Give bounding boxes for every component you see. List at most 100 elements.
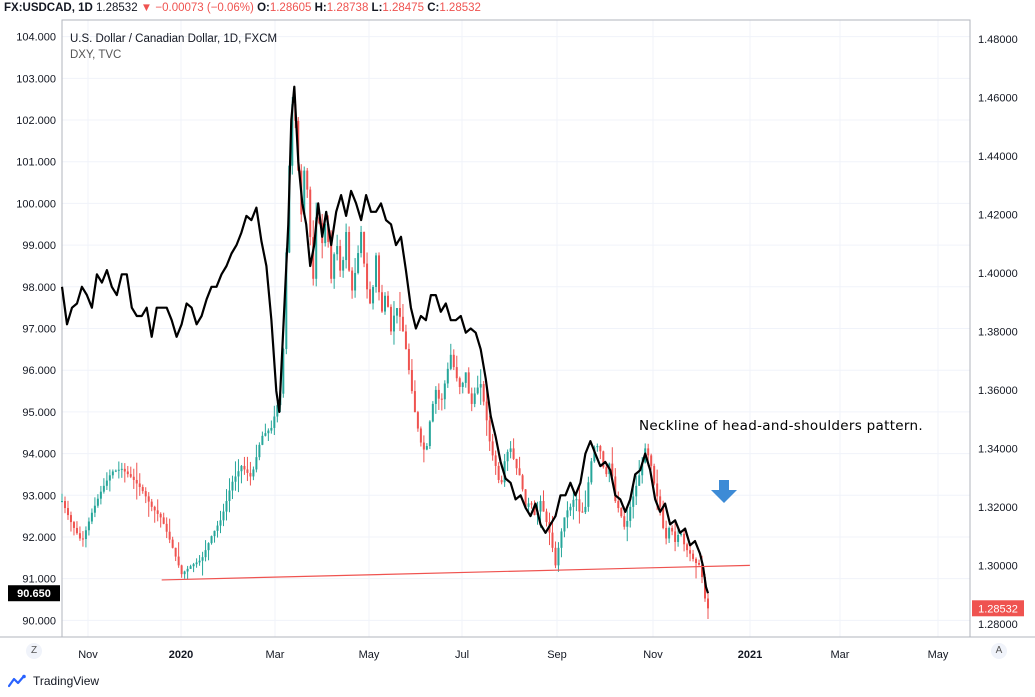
candle-body — [219, 520, 222, 526]
candle-body — [560, 531, 563, 548]
left-axis-tick-label: 98.000 — [22, 282, 56, 294]
candle-body — [419, 428, 422, 443]
down-arrow-icon[interactable] — [711, 480, 737, 503]
dxy-last-value-box — [8, 585, 60, 602]
candle-body — [87, 521, 90, 531]
candle-body — [285, 252, 288, 349]
candle-body — [386, 295, 389, 307]
time-axis-tick-label: Jul — [455, 649, 469, 661]
candle-body — [108, 475, 111, 481]
candle-body — [578, 499, 581, 512]
dxy-last-value-label: 90.650 — [8, 585, 60, 602]
candle-body — [192, 564, 195, 567]
candle-body — [707, 598, 709, 609]
candle-body — [605, 467, 608, 475]
time-axis-tick-label: May — [359, 649, 380, 661]
left-axis-tick-label: 102.000 — [16, 115, 56, 127]
right-axis-tick-label: 1.42000 — [978, 209, 1018, 221]
candle-body — [354, 272, 357, 291]
candle-body — [584, 506, 587, 513]
time-axis-tick-label: May — [928, 649, 949, 661]
candle-body — [141, 486, 144, 492]
candle-body — [638, 475, 641, 486]
candle-body — [590, 461, 593, 483]
neckline-trendline[interactable] — [161, 564, 750, 581]
candle-body — [66, 508, 69, 516]
candle-body — [384, 295, 386, 312]
candle-body — [75, 527, 78, 534]
left-axis-tick-label: 104.000 — [16, 32, 56, 44]
usdcad-last-value-label: 1.28532 — [972, 600, 1024, 617]
candle-body — [117, 469, 120, 471]
candle-body — [264, 433, 267, 436]
candle-body — [455, 367, 458, 379]
candle-body — [231, 481, 234, 491]
candle-body — [554, 547, 557, 566]
symbol-header: FX:USDCAD, 1D 1.28532 ▼ −0.00073 (−0.06%… — [4, 2, 481, 14]
candle-body — [345, 232, 348, 261]
right-axis-tick-label: 1.36000 — [978, 385, 1018, 397]
candle-body — [138, 483, 141, 487]
low-value: 1.28475 — [382, 2, 424, 14]
candle-body — [539, 501, 542, 512]
candle-body — [620, 508, 623, 517]
candle-body — [389, 306, 392, 332]
right-axis-tick-label: 1.46000 — [978, 92, 1018, 104]
right-axis-tick-label: 1.34000 — [978, 443, 1018, 455]
candle-body — [61, 501, 63, 503]
overlay-series-legend[interactable]: DXY, TVC — [70, 49, 122, 61]
close-label: C: — [427, 2, 440, 14]
candle-body — [129, 474, 132, 477]
neckline-annotation[interactable]: Neckline of head-and-shoulders pattern. — [639, 418, 923, 434]
candle-body — [683, 533, 686, 545]
candle-body — [180, 565, 183, 575]
candle-body — [428, 421, 431, 447]
candle-body — [497, 465, 500, 480]
candle-body — [533, 504, 536, 516]
candle-body — [150, 501, 153, 507]
scale-mode-button-left[interactable]: Z — [26, 643, 42, 659]
candle-body — [653, 465, 656, 484]
candle-body — [449, 354, 452, 369]
right-price-axis[interactable]: 1.48000 1.46000 1.44000 1.42000 1.40000 1.380… — [978, 34, 1018, 631]
auto-scale-button[interactable]: A — [991, 643, 1007, 659]
candle-body — [656, 483, 659, 497]
candle-body — [425, 446, 428, 450]
candle-body — [581, 511, 584, 513]
candle-body — [378, 255, 381, 293]
candle-body — [84, 530, 87, 540]
candle-body — [207, 543, 210, 551]
candle-body — [168, 531, 171, 540]
candle-body — [626, 520, 629, 527]
candle-body — [407, 348, 410, 371]
candle-body — [93, 505, 96, 513]
left-axis-tick-label: 95.000 — [22, 407, 56, 419]
main-series-legend[interactable]: U.S. Dollar / Canadian Dollar, 1D, FXCM — [70, 33, 278, 45]
candle-body — [177, 556, 180, 566]
candle-body — [485, 401, 488, 421]
candle-body — [650, 455, 653, 466]
candle-body — [132, 476, 135, 480]
tradingview-branding[interactable]: TradingView — [8, 674, 99, 688]
candle-body — [524, 489, 527, 507]
time-axis-tick-label: Mar — [266, 649, 285, 661]
candle-body — [99, 491, 102, 499]
candle-body — [569, 506, 572, 511]
candle-body — [500, 479, 503, 483]
candle-body — [195, 562, 198, 565]
time-axis[interactable]: Nov 2020 Mar May Jul Sep Nov 2021 Mar May — [78, 649, 949, 661]
high-label: H: — [314, 2, 327, 14]
left-price-axis[interactable]: 104.000 103.000 102.000 101.000 100.000 99.00… — [16, 32, 56, 628]
candle-body — [327, 223, 330, 242]
symbol-name[interactable]: FX:USDCAD, 1D — [4, 2, 93, 14]
candle-body — [599, 446, 602, 452]
candle-body — [509, 448, 512, 452]
candle-body — [623, 516, 626, 527]
candle-body — [333, 254, 336, 279]
candle-body — [596, 446, 599, 448]
left-axis-tick-label: 92.000 — [22, 532, 56, 544]
candle-body — [473, 393, 476, 404]
candle-body — [527, 503, 530, 507]
candle-body — [440, 398, 443, 400]
